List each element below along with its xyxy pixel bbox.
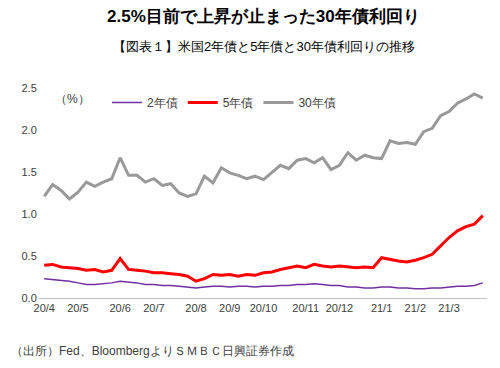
svg-text:20/12: 20/12 — [326, 302, 354, 314]
svg-text:20/4: 20/4 — [34, 302, 55, 314]
svg-text:2.0: 2.0 — [22, 124, 37, 136]
svg-text:5年債: 5年債 — [223, 96, 254, 110]
svg-text:2.5: 2.5 — [22, 82, 37, 94]
svg-text:1.5: 1.5 — [22, 166, 37, 178]
svg-text:20/6: 20/6 — [109, 302, 130, 314]
svg-text:0.5: 0.5 — [22, 250, 37, 262]
svg-text:20/5: 20/5 — [67, 302, 88, 314]
svg-text:30年債: 30年債 — [298, 96, 335, 110]
svg-text:2年債: 2年債 — [147, 96, 178, 110]
svg-text:21/3: 21/3 — [438, 302, 459, 314]
svg-text:【図表１】米国2年債と5年債と30年債利回りの推移: 【図表１】米国2年債と5年債と30年債利回りの推移 — [113, 39, 415, 54]
svg-text:（%）: （%） — [55, 92, 90, 106]
svg-text:1.0: 1.0 — [22, 208, 37, 220]
svg-text:20/9: 20/9 — [219, 302, 240, 314]
svg-text:20/11: 20/11 — [292, 302, 319, 314]
svg-text:0.0: 0.0 — [22, 292, 37, 304]
svg-text:20/7: 20/7 — [143, 302, 164, 314]
svg-text:20/8: 20/8 — [185, 302, 206, 314]
svg-text:21/2: 21/2 — [405, 302, 426, 314]
svg-text:20/10: 20/10 — [250, 302, 278, 314]
svg-text:21/1: 21/1 — [371, 302, 392, 314]
svg-text:（出所）Fed、BloombergよりＳＭＢＣ日興証券作成: （出所）Fed、BloombergよりＳＭＢＣ日興証券作成 — [11, 344, 294, 358]
svg-text:2.5%目前で上昇が止まった30年債利回り: 2.5%目前で上昇が止まった30年債利回り — [107, 7, 420, 26]
